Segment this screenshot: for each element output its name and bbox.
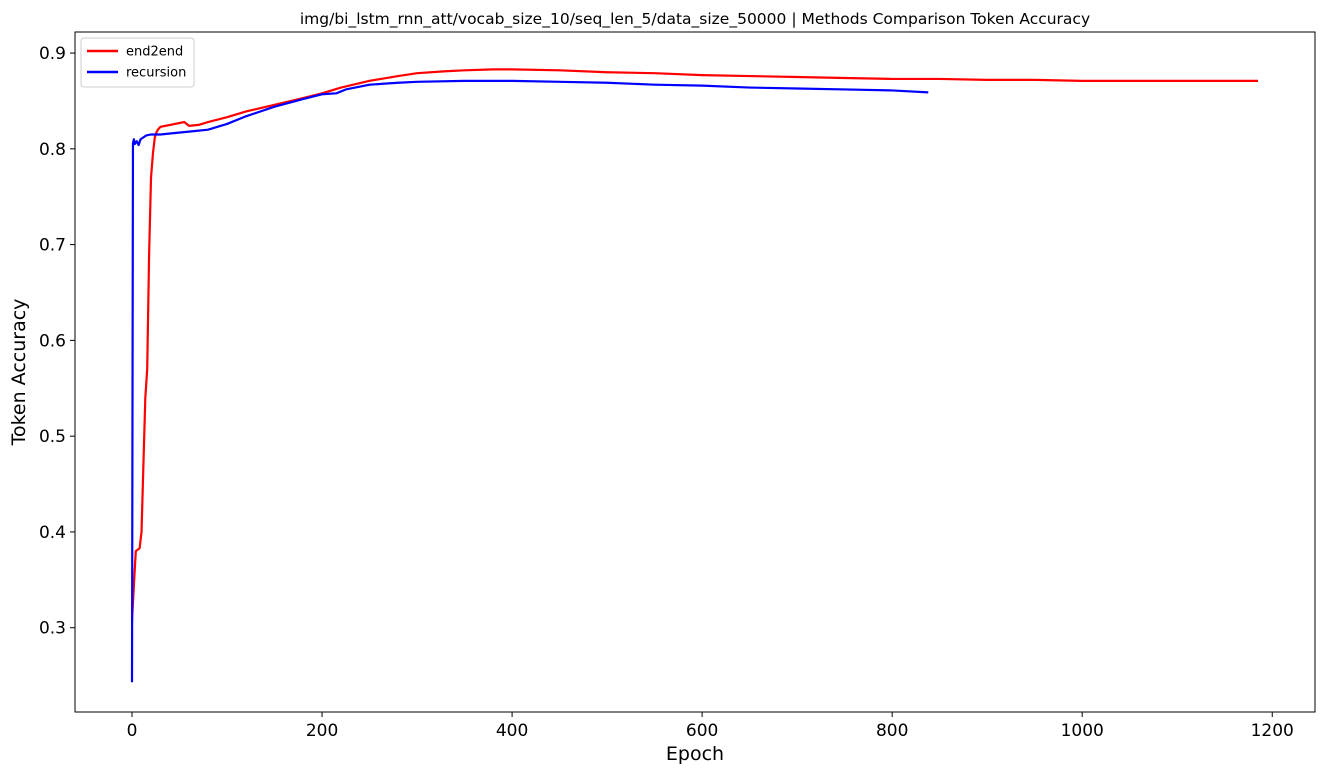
data-lines	[130, 68, 1258, 683]
x-tick-label: 0	[127, 721, 138, 741]
x-tick-label: 200	[306, 721, 338, 741]
x-tick-label: 1000	[1061, 721, 1104, 741]
series-line-recursion	[130, 79, 929, 683]
series-line-end2end	[130, 68, 1258, 621]
plot-area	[74, 31, 1316, 713]
y-axis-label: Token Accuracy	[8, 299, 30, 447]
y-tick-label: 0.8	[39, 140, 66, 160]
x-tick-label: 1200	[1251, 721, 1294, 741]
legend: end2end recursion	[80, 37, 195, 88]
y-tick-label: 0.7	[39, 236, 66, 256]
legend-label-recursion: recursion	[126, 66, 186, 81]
x-tick-label: 800	[876, 721, 908, 741]
y-tick-label: 0.9	[39, 44, 66, 64]
x-tick-label: 400	[496, 721, 528, 741]
y-tick-label: 0.4	[39, 523, 66, 543]
x-axis-label: Epoch	[666, 743, 724, 765]
x-tick-label: 600	[686, 721, 718, 741]
y-tick-label: 0.3	[39, 619, 66, 639]
axis-ticks: 0 200 400 600 800 1000 1200 0.3 0.4 0.5 0.6 0.7 0.8 0…	[39, 44, 1294, 741]
y-tick-label: 0.6	[39, 331, 66, 351]
legend-label-end2end: end2end	[126, 45, 183, 60]
chart-title: img/bi_lstm_rnn_att/vocab_size_10/seq_le…	[300, 10, 1090, 29]
y-tick-label: 0.5	[39, 427, 66, 447]
